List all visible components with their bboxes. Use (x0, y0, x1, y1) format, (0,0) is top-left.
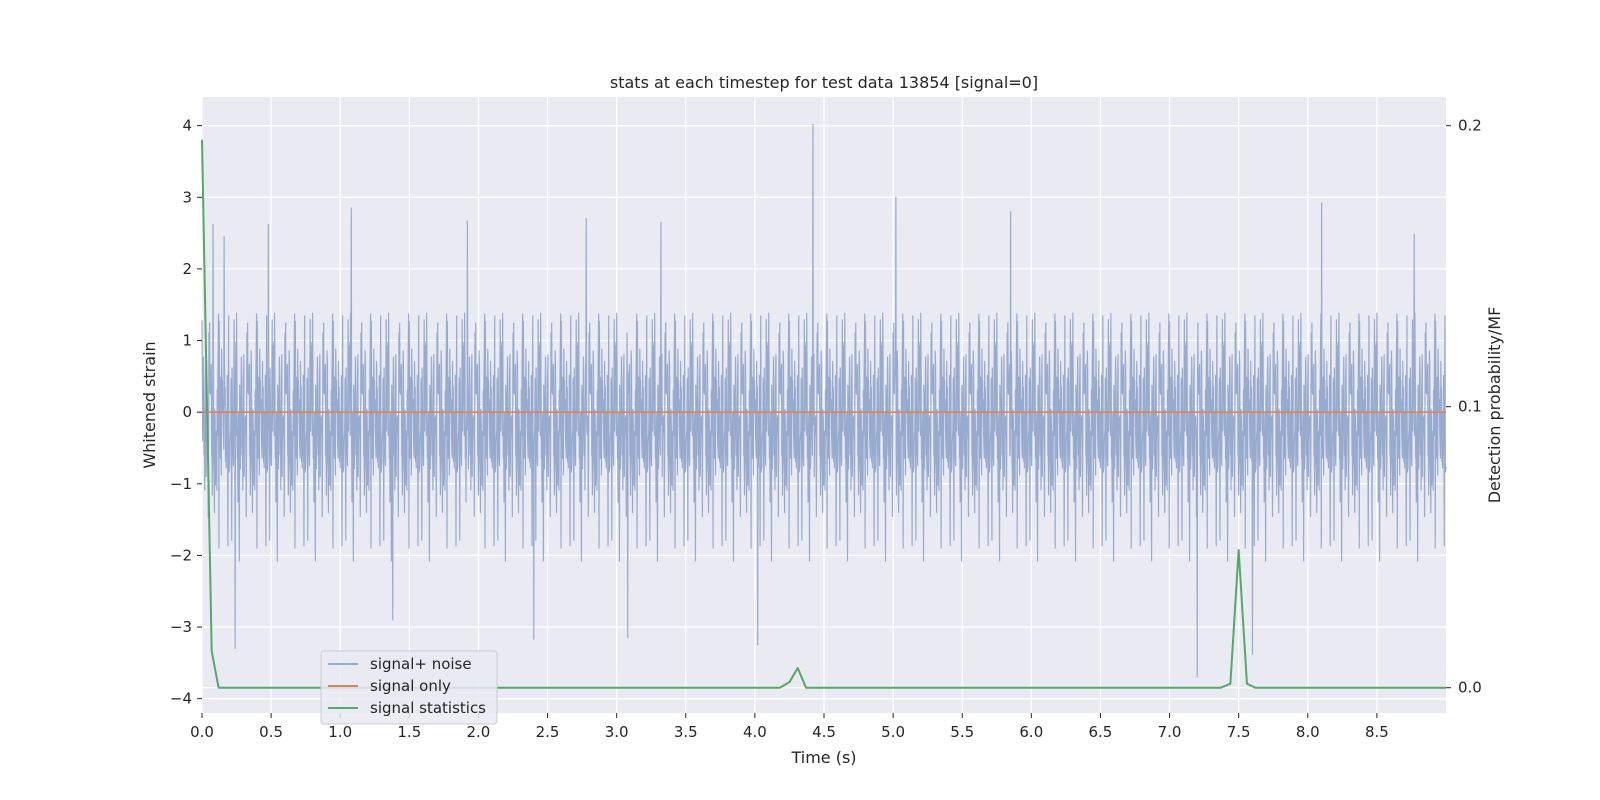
y-tick-label: 3 (182, 188, 192, 206)
y-tick-label: 0 (182, 403, 192, 421)
y-tick-label: −1 (170, 475, 192, 493)
x-tick-label: 0.0 (190, 723, 214, 741)
x-tick-label: 0.5 (259, 723, 283, 741)
legend-label-signal-noise: signal+ noise (370, 655, 472, 673)
x-tick-label: 7.0 (1158, 723, 1182, 741)
x-tick-label: 6.5 (1089, 723, 1113, 741)
axis-ticks: 0.0 0.5 1.0 1.5 2.0 2.5 3.0 3.5 4.0 4.5 5.0 5.5 6.0 6… (170, 117, 1482, 741)
line-signal-noise (201, 123, 1447, 678)
x-tick-label: 4.5 (812, 723, 836, 741)
x-tick-label: 4.0 (743, 723, 767, 741)
y-right-tick-label: 0.2 (1458, 117, 1482, 135)
y-tick-label: 2 (182, 260, 192, 278)
x-tick-label: 3.0 (605, 723, 629, 741)
x-tick-label: 5.0 (881, 723, 905, 741)
x-tick-label: 6.0 (1019, 723, 1043, 741)
y-tick-label: 4 (182, 117, 192, 135)
x-tick-label: 1.0 (328, 723, 352, 741)
x-tick-label: 3.5 (674, 723, 698, 741)
x-tick-label: 2.5 (536, 723, 560, 741)
series-signal-noise (201, 123, 1447, 678)
x-tick-label: 8.5 (1365, 723, 1389, 741)
line-signal-statistics (201, 139, 1446, 689)
y-axis-right-label: Detection probability/MF (1485, 307, 1504, 504)
legend-label-signal-only: signal only (370, 677, 451, 695)
y-axis-label: Whitened strain (140, 341, 159, 468)
x-tick-label: 5.5 (950, 723, 974, 741)
x-tick-label: 7.5 (1227, 723, 1251, 741)
y-tick-label: −4 (170, 690, 192, 708)
x-axis-label: Time (s) (790, 748, 856, 767)
x-tick-label: 1.5 (397, 723, 421, 741)
x-tick-label: 8.0 (1296, 723, 1320, 741)
y-tick-label: −3 (170, 618, 192, 636)
x-tick-label: 2.0 (467, 723, 491, 741)
grid (201, 97, 1446, 713)
y-right-tick-label: 0.1 (1458, 398, 1482, 416)
y-tick-label: −2 (170, 546, 192, 564)
series-signal-statistics (201, 139, 1446, 689)
y-right-tick-label: 0.0 (1458, 679, 1482, 697)
legend-box (320, 650, 498, 725)
chart-title: stats at each timestep for test data 138… (610, 73, 1038, 92)
y-tick-label: 1 (182, 332, 192, 350)
legend-label-signal-statistics: signal statistics (370, 699, 486, 717)
legend: signal+ noise signal only signal statist… (320, 650, 498, 725)
